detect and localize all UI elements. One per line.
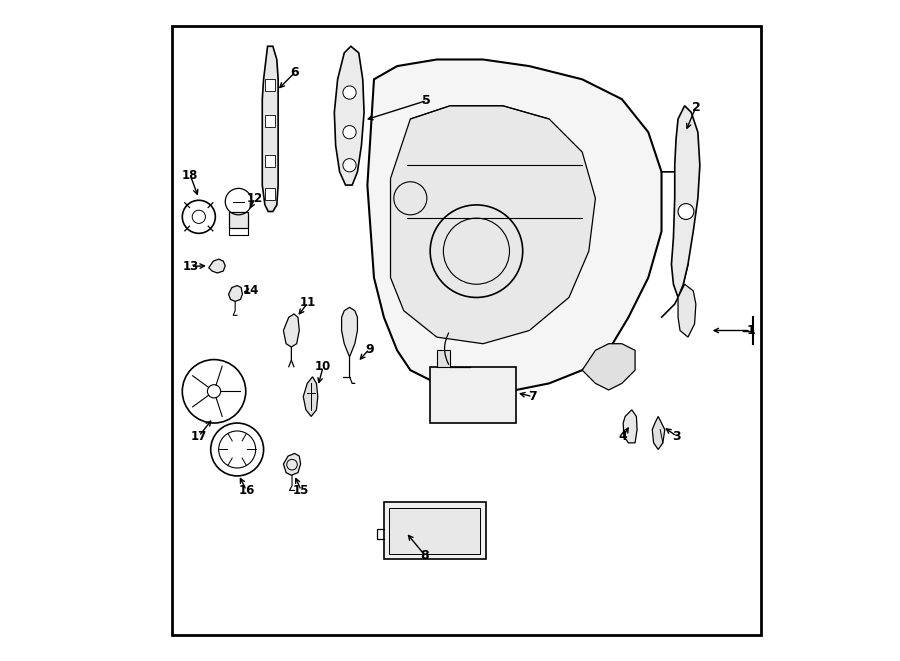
- Polygon shape: [284, 314, 300, 347]
- Bar: [389, 508, 481, 554]
- Polygon shape: [671, 106, 700, 297]
- Text: 1: 1: [746, 324, 755, 337]
- Polygon shape: [303, 377, 318, 416]
- Text: 18: 18: [182, 169, 198, 182]
- Text: 3: 3: [672, 430, 681, 443]
- Polygon shape: [284, 453, 301, 475]
- Polygon shape: [342, 307, 357, 357]
- Text: 11: 11: [300, 296, 316, 309]
- Text: 13: 13: [183, 260, 199, 273]
- Text: 9: 9: [365, 342, 374, 356]
- Text: 5: 5: [422, 94, 431, 107]
- Bar: [430, 367, 516, 423]
- Bar: [265, 188, 275, 200]
- Polygon shape: [391, 106, 596, 344]
- Text: 2: 2: [691, 100, 700, 114]
- Polygon shape: [678, 284, 696, 337]
- Text: 8: 8: [420, 549, 429, 562]
- Bar: [384, 502, 486, 559]
- Circle shape: [343, 86, 356, 99]
- Text: 12: 12: [247, 192, 263, 205]
- Polygon shape: [229, 286, 242, 301]
- Text: 6: 6: [291, 66, 299, 79]
- Polygon shape: [436, 350, 450, 367]
- Circle shape: [343, 159, 356, 172]
- Bar: [229, 212, 248, 228]
- Polygon shape: [334, 46, 364, 185]
- Bar: [265, 79, 275, 91]
- Text: 7: 7: [528, 390, 537, 403]
- Bar: [265, 155, 275, 167]
- Text: 15: 15: [293, 484, 310, 497]
- Polygon shape: [262, 46, 278, 212]
- Bar: [173, 26, 760, 635]
- Polygon shape: [623, 410, 637, 443]
- Polygon shape: [367, 59, 662, 390]
- Text: 14: 14: [242, 284, 258, 297]
- Text: 4: 4: [619, 430, 627, 443]
- Polygon shape: [582, 344, 635, 390]
- Circle shape: [678, 204, 694, 219]
- Polygon shape: [209, 259, 225, 273]
- Text: 17: 17: [191, 430, 207, 443]
- Circle shape: [343, 126, 356, 139]
- Polygon shape: [652, 416, 665, 449]
- Bar: [265, 115, 275, 127]
- Text: 16: 16: [238, 484, 255, 497]
- Text: 10: 10: [315, 360, 331, 373]
